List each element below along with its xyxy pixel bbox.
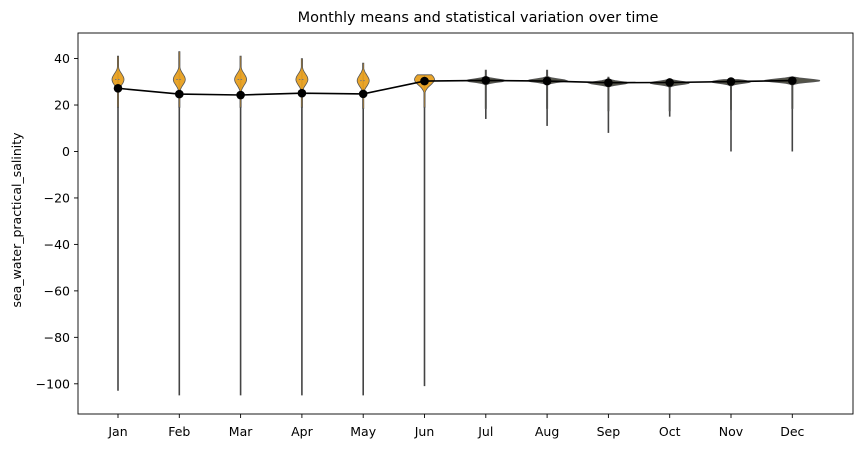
x-tick-label: Jan xyxy=(107,424,127,439)
violin xyxy=(111,55,125,391)
chart-title: Monthly means and statistical variation … xyxy=(298,10,659,26)
violin xyxy=(709,79,753,152)
mean-point xyxy=(113,83,123,93)
y-tick-label: −60 xyxy=(44,283,70,298)
x-tick-label: Aug xyxy=(535,424,559,439)
x-tick-label: Oct xyxy=(659,424,681,439)
mean-point xyxy=(420,76,429,86)
mean-point xyxy=(236,90,245,100)
mean-point xyxy=(358,89,368,99)
mean-point xyxy=(788,76,797,85)
violin xyxy=(414,74,435,387)
x-tick-label: Nov xyxy=(719,424,744,439)
mean-point xyxy=(481,76,491,85)
x-tick-label: Feb xyxy=(168,424,190,439)
x-tick-label: Dec xyxy=(780,424,804,439)
x-axis: Jan Feb Mar Apr May Jun Jul Aug Sep Oct Nov Dec xyxy=(107,414,805,439)
x-tick-label: Mar xyxy=(229,424,253,439)
y-axis: 40 20 0 −20 −40 −60 −80 −100 xyxy=(36,51,78,391)
violin-body xyxy=(587,76,630,112)
violin xyxy=(295,58,309,396)
violin-body xyxy=(709,79,753,111)
plot-frame xyxy=(77,32,854,415)
violin xyxy=(172,51,186,396)
x-tick-label: Sep xyxy=(597,424,621,439)
violin-body xyxy=(295,58,309,108)
violin-body xyxy=(234,55,248,108)
y-tick-label: −40 xyxy=(44,237,70,252)
mean-point xyxy=(297,88,307,98)
mean-point xyxy=(665,78,674,87)
mean-point xyxy=(175,89,184,99)
violin xyxy=(234,55,248,396)
violin-body xyxy=(356,62,370,109)
y-axis-label: sea_water_practical_salinity xyxy=(9,132,24,308)
y-tick-label: 20 xyxy=(54,98,70,113)
violin xyxy=(764,76,821,152)
mean-point xyxy=(542,76,552,86)
x-tick-label: May xyxy=(350,424,376,439)
plot-area xyxy=(111,51,821,396)
y-tick-label: −100 xyxy=(36,376,70,391)
x-tick-label: Jul xyxy=(477,424,493,439)
y-tick-label: −80 xyxy=(44,330,70,345)
mean-point xyxy=(604,78,613,88)
violin-body xyxy=(464,69,508,109)
y-tick-label: 40 xyxy=(54,51,70,66)
x-tick-label: Apr xyxy=(291,424,313,439)
x-tick-label: Jun xyxy=(414,424,435,439)
mean-point xyxy=(726,77,736,86)
y-tick-label: 0 xyxy=(62,144,70,159)
violin-body xyxy=(111,55,125,108)
violin xyxy=(356,62,370,396)
y-tick-label: −20 xyxy=(44,190,70,205)
mean-line xyxy=(117,79,793,96)
violin-body xyxy=(764,76,821,109)
violin-body xyxy=(525,69,569,109)
